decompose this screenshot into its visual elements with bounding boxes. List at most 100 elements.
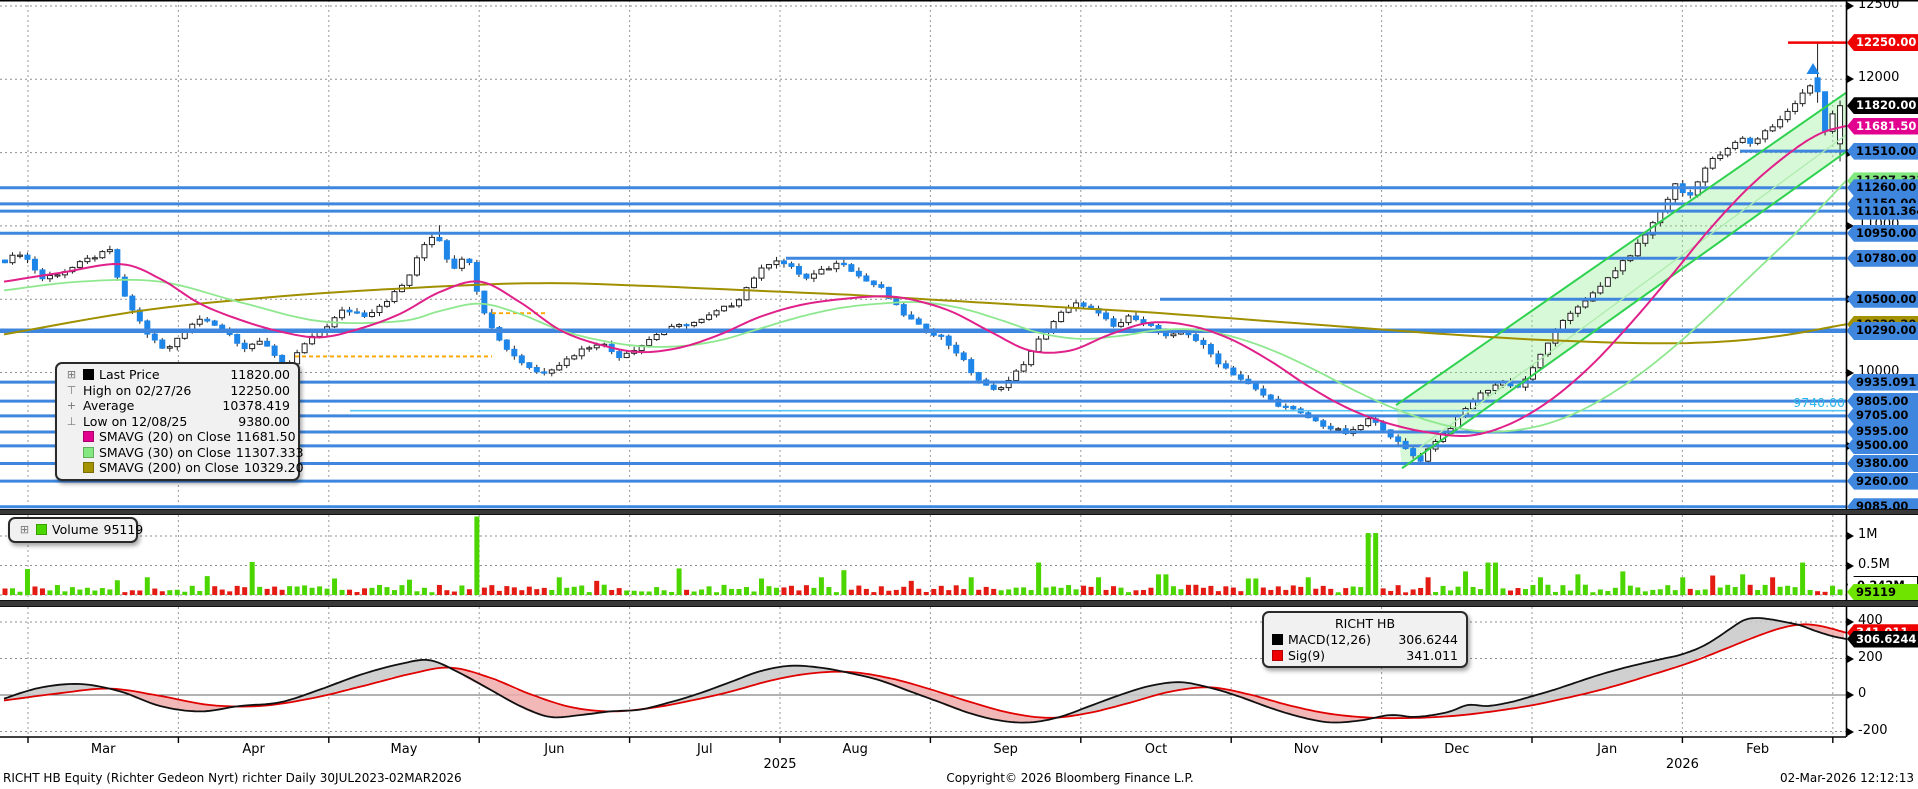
x-axis-month-label: Sep bbox=[993, 742, 1018, 757]
axis-tick-arrow-icon bbox=[1847, 1, 1854, 10]
legend-series-label: High on 02/27/26 bbox=[83, 382, 192, 398]
price-level-label: 306.6244 bbox=[1847, 630, 1918, 648]
footer-timestamp: 02-Mar-2026 12:12:13 bbox=[1779, 771, 1914, 785]
axis-tick-arrow-icon bbox=[1847, 654, 1854, 663]
price-level-label: 11820.00 bbox=[1847, 97, 1918, 115]
price-level-label: 9935.091 bbox=[1847, 373, 1918, 391]
legend-series-value: 12250.00 bbox=[230, 382, 290, 398]
legend-marker-icon: ⊥ bbox=[66, 414, 77, 428]
volume-legend-label: Volume bbox=[52, 522, 99, 538]
axis-tick-arrow-icon bbox=[1847, 618, 1854, 626]
legend-series-value: 9380.00 bbox=[238, 413, 290, 429]
expand-box-icon[interactable]: ⊞ bbox=[66, 368, 77, 382]
price-level-label: 9500.00 bbox=[1847, 437, 1918, 455]
axis-tick-label: 12500 bbox=[1858, 0, 1900, 12]
panel-divider-price-volume[interactable] bbox=[0, 509, 1918, 515]
axis-tick-arrow-icon bbox=[1847, 221, 1854, 230]
legend-marker-icon: ⊤ bbox=[66, 383, 77, 397]
x-axis-month-label: Jan bbox=[1597, 742, 1618, 757]
price-legend-row[interactable]: SMAVG (20) on Close 11681.50 bbox=[65, 429, 296, 445]
price-legend-row[interactable]: ⊥ Low on 12/08/25 9380.00 bbox=[65, 414, 290, 430]
x-axis-month-label: May bbox=[390, 742, 418, 757]
legend-series-value: 11681.50 bbox=[235, 429, 296, 445]
axis-tick-arrow-icon bbox=[1847, 75, 1854, 84]
x-axis-month-label: Mar bbox=[90, 742, 116, 757]
legend-series-label: MACD(12,26) bbox=[1288, 632, 1372, 648]
volume-swatch-icon bbox=[36, 524, 47, 536]
volume-legend-box[interactable]: ⊞ Volume 95119 bbox=[8, 517, 143, 543]
series-swatch-icon bbox=[83, 431, 94, 443]
x-axis-month-label: Aug bbox=[842, 742, 868, 757]
axis-tick-arrow-icon bbox=[1847, 727, 1854, 736]
price-level-label: 10290.00 bbox=[1847, 321, 1918, 339]
footer-copyright: Copyright© 2026 Bloomberg Finance L.P. bbox=[946, 771, 1194, 785]
legend-series-value: 341.011 bbox=[1406, 647, 1458, 663]
price-level-label: 9380.00 bbox=[1847, 454, 1918, 472]
legend-series-label: Average bbox=[83, 398, 135, 414]
axis-tick-label: 0.5M bbox=[1858, 556, 1890, 572]
legend-series-value: 11820.00 bbox=[230, 367, 290, 383]
price-legend-row[interactable]: ⊤ High on 02/27/26 12250.00 bbox=[65, 383, 290, 399]
price-level-label: 10950.00 bbox=[1847, 224, 1918, 242]
legend-series-label: Last Price bbox=[99, 367, 160, 383]
volume-legend-row[interactable]: ⊞ Volume 95119 bbox=[18, 522, 143, 538]
volume-legend-value: 95119 bbox=[103, 522, 144, 538]
footer-security-description: RICHT HB Equity (Richter Gedeon Nyrt) ri… bbox=[3, 771, 462, 785]
price-level-label: 11101.364 bbox=[1847, 202, 1918, 220]
price-legend-row[interactable]: SMAVG (30) on Close 11307.333 bbox=[65, 445, 304, 461]
x-axis-month-label: Oct bbox=[1144, 742, 1168, 757]
price-annotation-9740: 9740.00 bbox=[1793, 395, 1845, 410]
price-level-label: 9595.00 bbox=[1847, 423, 1918, 441]
axis-tick-label: 0 bbox=[1858, 686, 1867, 701]
price-level-label: 9705.00 bbox=[1847, 407, 1918, 425]
price-level-label: 11260.00 bbox=[1847, 179, 1918, 197]
axis-tick-arrow-icon bbox=[1847, 368, 1854, 377]
axis-tick-label: 1M bbox=[1858, 527, 1878, 542]
price-level-label: 9260.00 bbox=[1847, 472, 1918, 490]
x-axis-month-label: Jun bbox=[544, 742, 565, 757]
legend-series-value: 11307.333 bbox=[235, 444, 304, 460]
axis-tick-label: -200 bbox=[1858, 722, 1888, 738]
expand-box-icon[interactable]: ⊞ bbox=[19, 523, 30, 537]
price-legend-row[interactable]: ⊞ Last Price 11820.00 bbox=[65, 367, 290, 383]
legend-series-label: Low on 12/08/25 bbox=[83, 413, 188, 429]
x-axis-month-label: Apr bbox=[242, 742, 265, 757]
series-swatch-icon bbox=[83, 369, 94, 381]
price-legend-row[interactable]: SMAVG (200) on Close 10329.20 bbox=[65, 460, 304, 476]
price-level-label: 11681.50 bbox=[1847, 117, 1918, 135]
legend-series-label: Sig(9) bbox=[1288, 647, 1326, 663]
axis-tick-label: 200 bbox=[1858, 649, 1883, 665]
axis-tick-arrow-icon bbox=[1847, 532, 1854, 540]
price-legend-row[interactable]: + Average 10378.419 bbox=[65, 398, 290, 414]
x-axis-month-label: Jul bbox=[696, 742, 713, 757]
axis-tick-label: 12000 bbox=[1858, 70, 1900, 86]
legend-series-value: 306.6244 bbox=[1398, 632, 1458, 648]
legend-series-value: 10378.419 bbox=[222, 398, 290, 414]
macd-legend-row[interactable]: MACD(12,26) 306.6244 bbox=[1272, 632, 1458, 648]
axis-tick-arrow-icon bbox=[1847, 691, 1854, 699]
macd-legend-row[interactable]: Sig(9) 341.011 bbox=[1272, 648, 1458, 664]
legend-marker-icon: + bbox=[66, 399, 77, 413]
panel-divider-volume-macd[interactable] bbox=[0, 600, 1918, 607]
x-axis-year-label: 2026 bbox=[1665, 757, 1699, 772]
x-axis-month-label: Nov bbox=[1293, 742, 1320, 757]
series-swatch-icon bbox=[1272, 649, 1283, 661]
price-level-label: 12250.00 bbox=[1847, 34, 1918, 52]
axis-tick-arrow-icon bbox=[1847, 561, 1854, 570]
price-legend-box[interactable]: ⊞ Last Price 11820.00 ⊤ High on 02/27/26 1225… bbox=[55, 362, 304, 481]
x-axis-month-label: Dec bbox=[1444, 742, 1470, 757]
series-swatch-icon bbox=[1272, 634, 1283, 646]
x-axis-month-label: Feb bbox=[1746, 742, 1770, 757]
price-level-label: 10780.00 bbox=[1847, 249, 1918, 267]
macd-legend-title: RICHT HB bbox=[1334, 616, 1396, 631]
price-level-label: 11510.00 bbox=[1847, 142, 1918, 160]
series-swatch-icon bbox=[83, 462, 94, 474]
price-level-label: 9805.00 bbox=[1847, 392, 1918, 410]
price-level-label: 95119 bbox=[1847, 583, 1918, 601]
legend-series-label: SMAVG (200) on Close bbox=[99, 460, 239, 476]
macd-legend-box[interactable]: RICHT HB MACD(12,26) 306.6244 Sig(9) 341.01… bbox=[1262, 611, 1468, 668]
x-axis-year-label: 2025 bbox=[763, 757, 797, 772]
